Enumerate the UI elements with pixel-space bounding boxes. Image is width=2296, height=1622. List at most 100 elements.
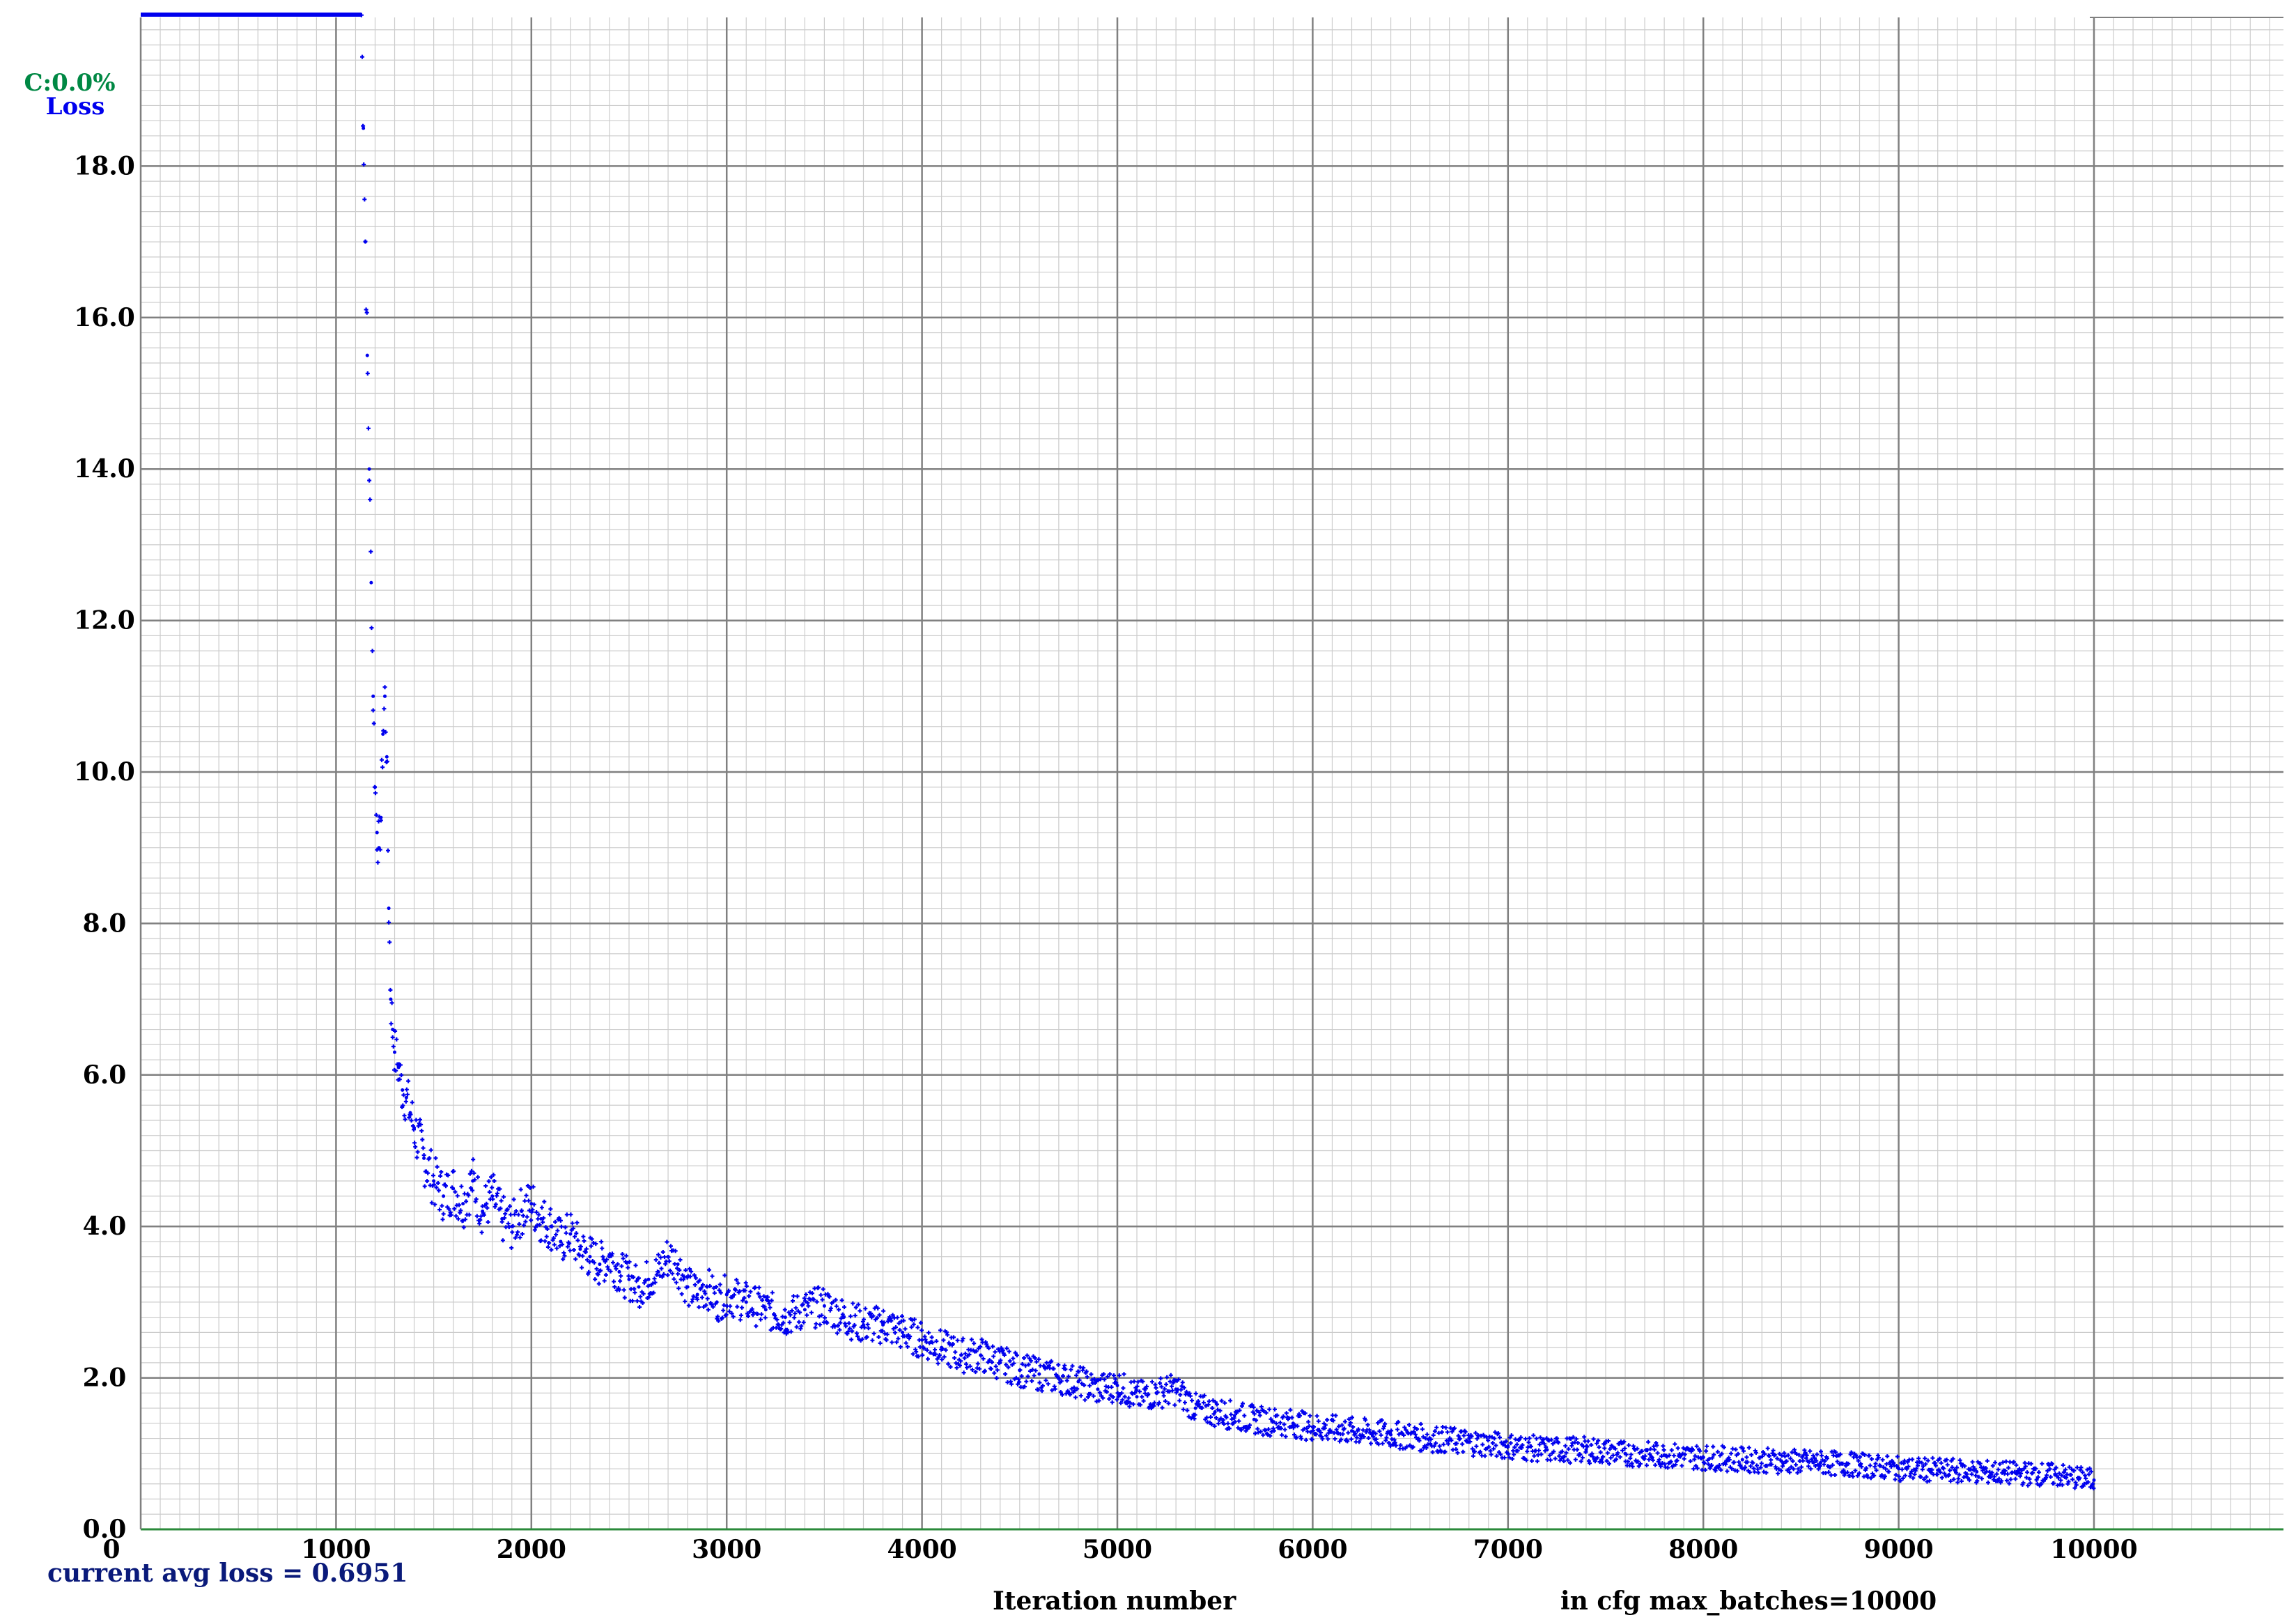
loss-point — [1252, 1417, 1256, 1421]
loss-point — [539, 1216, 543, 1221]
loss-point — [1096, 1387, 1100, 1391]
loss-point — [367, 467, 371, 471]
loss-point — [529, 1202, 534, 1206]
x-tick-label: 8000 — [1668, 1535, 1738, 1564]
y-tick-label: 12.0 — [74, 606, 135, 635]
loss-point — [861, 1323, 865, 1327]
loss-point — [1545, 1448, 1549, 1452]
loss-point — [979, 1353, 983, 1357]
loss-point — [588, 1255, 592, 1259]
loss-point — [510, 1224, 514, 1228]
loss-point — [802, 1308, 807, 1312]
map-label: C:0.0% — [24, 69, 115, 97]
loss-series — [141, 13, 2096, 1491]
loss-point — [377, 846, 381, 850]
loss-point — [959, 1353, 963, 1357]
loss-point — [379, 815, 383, 819]
x-axis-label: Iteration number — [993, 1586, 1236, 1616]
x-tick-label: 4000 — [887, 1535, 956, 1564]
loss-point — [1232, 1414, 1236, 1418]
loss-point — [363, 240, 367, 244]
loss-point — [2053, 1473, 2057, 1477]
loss-point — [1389, 1432, 1393, 1437]
loss-point — [1310, 1425, 1314, 1429]
loss-point — [520, 1209, 524, 1213]
loss-point — [763, 1308, 768, 1312]
loss-point — [432, 1179, 436, 1183]
loss-point — [1779, 1459, 1783, 1463]
max-batches-label: in cfg max_batches=10000 — [1560, 1586, 1937, 1616]
loss-point — [841, 1315, 846, 1320]
loss-point — [568, 1232, 573, 1236]
loss-point — [1057, 1376, 1061, 1380]
loss-point — [1701, 1455, 1705, 1460]
loss-point — [1193, 1406, 1197, 1410]
loss-point — [695, 1292, 699, 1297]
loss-point — [998, 1361, 1002, 1365]
loss-point — [1740, 1458, 1744, 1462]
loss-point — [387, 906, 391, 911]
loss-point — [461, 1202, 465, 1206]
loss-point — [822, 1304, 826, 1308]
loss-point — [901, 1330, 905, 1334]
loss-point — [1818, 1460, 1822, 1465]
loss-point — [1037, 1372, 1041, 1376]
x-tick-label: 2000 — [497, 1535, 566, 1564]
loss-point — [1467, 1440, 1471, 1444]
loss-point — [646, 1277, 651, 1281]
loss-point — [1623, 1451, 1627, 1455]
loss-point — [1076, 1380, 1080, 1384]
loss-point — [705, 1285, 709, 1289]
loss-point — [1018, 1368, 1022, 1373]
loss-point — [578, 1247, 582, 1251]
loss-point — [1506, 1444, 1510, 1448]
loss-point — [391, 1028, 395, 1032]
loss-point — [1428, 1437, 1432, 1441]
loss-point — [656, 1269, 660, 1274]
loss-point — [1115, 1383, 1119, 1387]
x-tick-label: 7000 — [1473, 1535, 1543, 1564]
loss-point — [500, 1216, 504, 1221]
loss-point — [1897, 1467, 1901, 1471]
loss-point — [371, 694, 375, 698]
loss-point — [401, 1088, 405, 1092]
loss-point — [1662, 1453, 1666, 1457]
x-tick-labels: 0 1000 2000 3000 4000 5000 6000 7000 8000 9000 100… — [102, 1535, 2137, 1564]
loss-point — [389, 997, 393, 1001]
loss-point — [549, 1224, 553, 1228]
loss-point — [2014, 1472, 2018, 1476]
y-tick-label: 16.0 — [74, 303, 135, 332]
loss-point — [396, 1065, 401, 1069]
loss-point — [369, 580, 373, 585]
y-tick-label: 10.0 — [74, 757, 135, 787]
y-tick-label: 4.0 — [83, 1212, 127, 1241]
loss-point — [783, 1315, 787, 1320]
loss-label: Loss — [46, 93, 105, 121]
loss-point — [2092, 1478, 2096, 1482]
x-tick-label: 0 — [102, 1535, 120, 1564]
y-tick-label: 2.0 — [83, 1364, 127, 1393]
x-tick-label: 3000 — [692, 1535, 761, 1564]
x-tick-label: 5000 — [1083, 1535, 1152, 1564]
loss-point — [490, 1194, 495, 1198]
loss-point — [373, 785, 377, 789]
y-tick-label: 8.0 — [83, 909, 127, 938]
loss-point — [471, 1179, 475, 1183]
loss-point — [1349, 1429, 1353, 1433]
x-tick-label: 6000 — [1278, 1535, 1347, 1564]
y-tick-label: 18.0 — [74, 151, 135, 180]
loss-point — [676, 1262, 680, 1267]
loss-point — [715, 1300, 719, 1304]
loss-point — [1936, 1468, 1940, 1472]
loss-point — [666, 1255, 670, 1259]
loss-point — [365, 353, 369, 357]
loss-point — [362, 126, 366, 130]
loss-point — [559, 1239, 563, 1244]
loss-point — [1213, 1410, 1217, 1414]
loss-point — [607, 1255, 612, 1259]
y-tick-label: 6.0 — [83, 1060, 127, 1090]
loss-point — [920, 1338, 924, 1342]
loss-point — [375, 831, 379, 835]
